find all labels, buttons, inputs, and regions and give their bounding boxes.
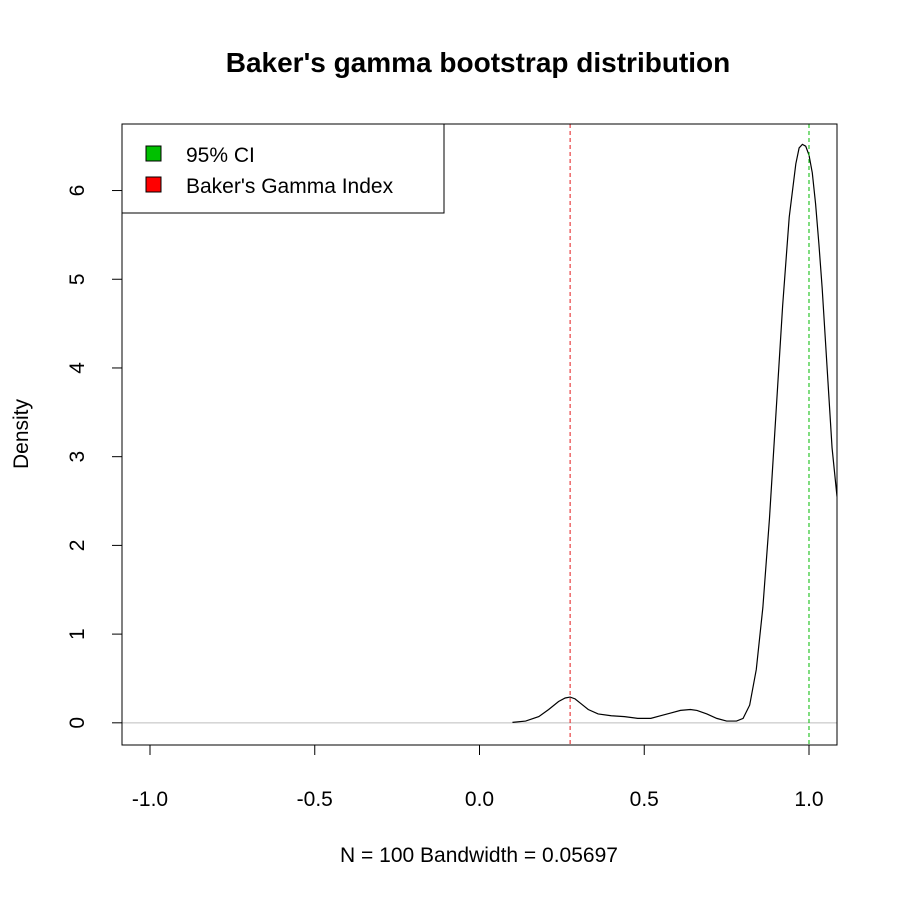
legend-swatch-ci [145,145,162,162]
y-tick-label: 5 [66,273,89,285]
y-tick-label: 6 [66,185,89,197]
x-axis-label: N = 100 Bandwidth = 0.05697 [340,844,618,867]
y-tick-label: 3 [66,451,89,463]
x-axis: -1.0 -0.5 0.0 0.5 1.0 [132,744,824,811]
x-tick-label: 0.5 [630,788,659,811]
y-axis-label: Density [10,398,33,469]
x-tick-label: -1.0 [132,788,168,811]
plot-area [122,124,837,745]
y-tick-label: 2 [66,540,89,552]
y-tick-label: 4 [66,362,89,374]
legend-box [121,123,445,214]
chart-title: Baker's gamma bootstrap distribution [226,47,731,78]
y-axis: 0 1 2 3 4 5 6 [66,185,123,729]
y-tick-label: 1 [66,628,89,640]
legend-swatch-gamma [145,176,162,193]
density-curve-0 [512,143,837,723]
x-tick-label: -0.5 [297,788,333,811]
legend-label-gamma: Baker's Gamma Index [186,175,394,198]
plot-clip-group [122,124,837,745]
x-tick-label: 0.0 [465,788,494,811]
legend: 95% CI Baker's Gamma Index [121,123,445,214]
legend-label-ci: 95% CI [186,144,255,167]
y-tick-label: 0 [66,717,89,729]
x-tick-label: 1.0 [794,788,823,811]
